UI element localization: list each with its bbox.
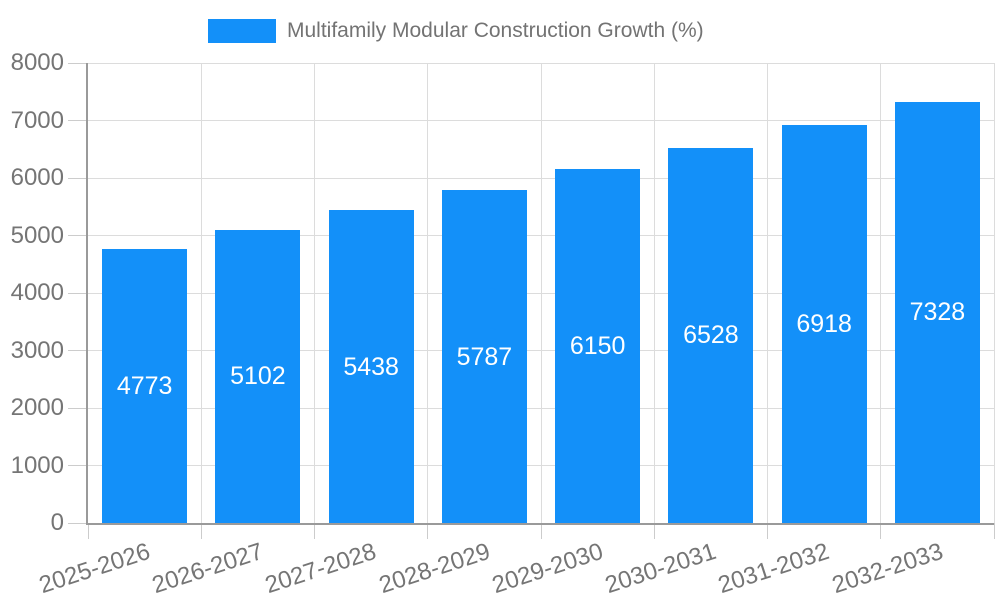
v-gridline: [993, 63, 995, 523]
x-axis-tick: [767, 523, 768, 539]
chart-legend[interactable]: Multifamily Modular Construction Growth …: [208, 19, 704, 43]
bar-value-label: 5438: [343, 352, 399, 381]
y-axis-tick: [68, 465, 88, 466]
bar-value-label: 4773: [116, 371, 173, 400]
y-tick-label: 4000: [10, 279, 64, 306]
bar[interactable]: [441, 190, 527, 523]
y-axis-tick: [68, 407, 88, 409]
x-axis-tick: [87, 523, 89, 539]
bar[interactable]: [668, 147, 754, 523]
v-gridline: [767, 63, 768, 523]
x-tick-label: 2031-2032: [715, 537, 833, 600]
x-axis-line: [86, 523, 994, 525]
v-gridline: [427, 63, 429, 523]
y-tick-label: 5000: [10, 221, 64, 249]
y-tick-label: 3000: [10, 336, 64, 364]
y-axis-tick: [68, 292, 88, 294]
v-gridline: [314, 63, 315, 523]
y-axis-line: [86, 63, 88, 525]
y-axis-tick: [68, 62, 88, 64]
y-tick-label: 1000: [10, 451, 64, 479]
legend-series-label: Multifamily Modular Construction Growth …: [287, 19, 704, 42]
y-axis-tick: [68, 350, 88, 351]
bar[interactable]: [215, 229, 301, 523]
bar[interactable]: [555, 169, 641, 523]
y-tick-label: 2000: [10, 394, 64, 421]
bar-value-label: 6150: [569, 332, 626, 361]
y-axis-tick: [68, 235, 88, 236]
x-axis-tick: [993, 523, 995, 539]
bar-value-label: 7328: [909, 298, 966, 327]
y-tick-label: 0: [50, 509, 64, 536]
bar-value-label: 6528: [683, 321, 739, 350]
bar[interactable]: [328, 210, 414, 523]
y-axis-tick: [68, 177, 88, 179]
x-axis-tick: [427, 523, 429, 539]
v-gridline: [653, 63, 655, 523]
y-tick-label: 6000: [10, 164, 64, 191]
x-axis-tick: [540, 523, 542, 539]
x-tick-label: 2030-2031: [602, 537, 720, 600]
x-axis-tick: [314, 523, 315, 539]
x-tick-label: 2027-2028: [262, 537, 380, 600]
y-axis-tick: [68, 120, 88, 121]
v-gridline: [200, 63, 202, 523]
bar-value-label: 5787: [456, 342, 513, 371]
bar[interactable]: [894, 101, 980, 523]
x-axis-tick: [200, 523, 202, 539]
x-tick-label: 2032-2033: [828, 537, 947, 600]
x-tick-label: 2026-2027: [149, 537, 267, 600]
bar-value-label: 5102: [230, 362, 286, 391]
y-axis-tick: [68, 522, 88, 524]
x-tick-label: 2028-2029: [375, 537, 494, 600]
x-tick-label: 2029-2030: [488, 537, 607, 600]
x-axis-tick: [653, 523, 655, 539]
bar-value-label: 6918: [796, 310, 852, 339]
bar[interactable]: [781, 125, 867, 523]
v-gridline: [540, 63, 542, 523]
v-gridline: [880, 63, 882, 523]
x-axis-tick: [880, 523, 882, 539]
y-tick-label: 8000: [10, 49, 64, 76]
bar[interactable]: [102, 248, 188, 523]
legend-color-swatch: [208, 19, 276, 43]
x-tick-label: 2025-2026: [35, 537, 154, 600]
y-tick-label: 7000: [10, 106, 64, 134]
